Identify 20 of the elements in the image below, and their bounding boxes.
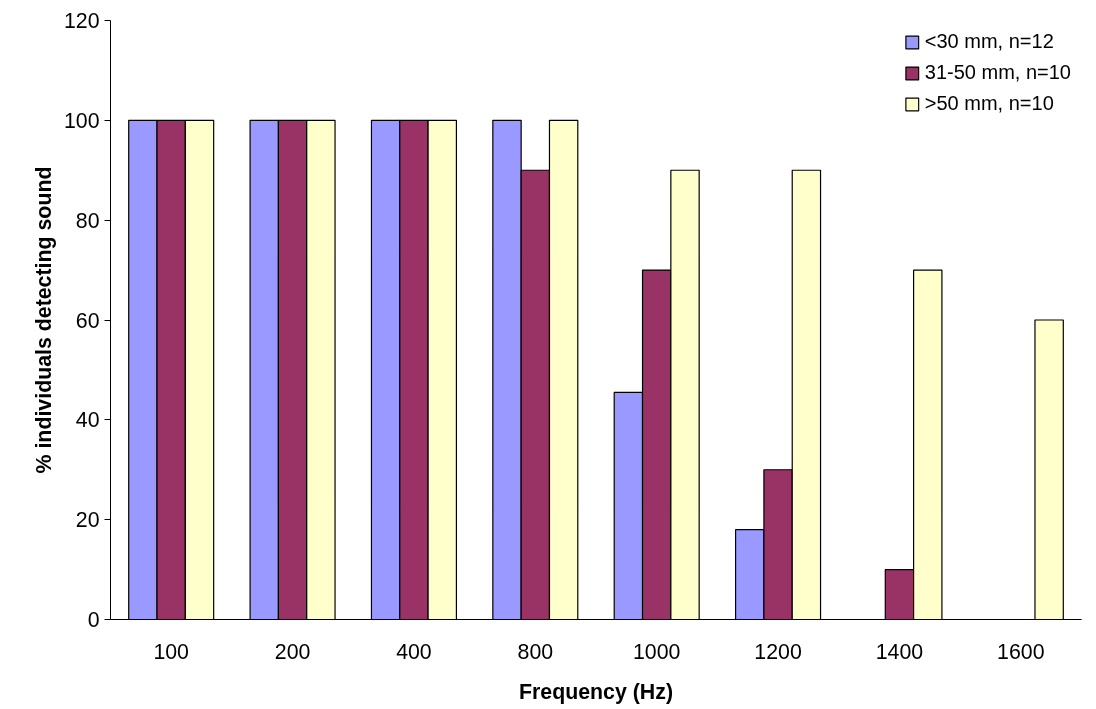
y-tick-label: 100	[63, 108, 100, 133]
y-tick-label: 80	[75, 208, 100, 233]
x-tick-label: 1000	[632, 639, 681, 664]
legend-label: <30 mm, n=12	[924, 30, 1054, 53]
x-tick-label: 1400	[875, 639, 924, 664]
x-axis-title: Frequency (Hz)	[518, 679, 674, 704]
y-tick-label: 120	[63, 9, 100, 33]
y-tick-label: 60	[75, 308, 100, 333]
x-tick-label: 1200	[754, 639, 802, 664]
legend-label: >50 mm, n=10	[924, 92, 1054, 115]
x-tick-label: 800	[517, 639, 554, 664]
y-tick-label: 0	[87, 608, 100, 632]
y-tick-label: 20	[75, 508, 100, 533]
x-tick-label: 400	[396, 639, 432, 664]
x-tick-label: 1600	[997, 639, 1045, 664]
x-tick-label: 200	[274, 639, 311, 664]
x-tick-label: 100	[153, 639, 190, 664]
y-axis-title: % individuals detecting sound	[31, 166, 56, 474]
y-tick-label: 40	[75, 408, 100, 433]
legend-label: 31-50 mm, n=10	[924, 61, 1071, 84]
